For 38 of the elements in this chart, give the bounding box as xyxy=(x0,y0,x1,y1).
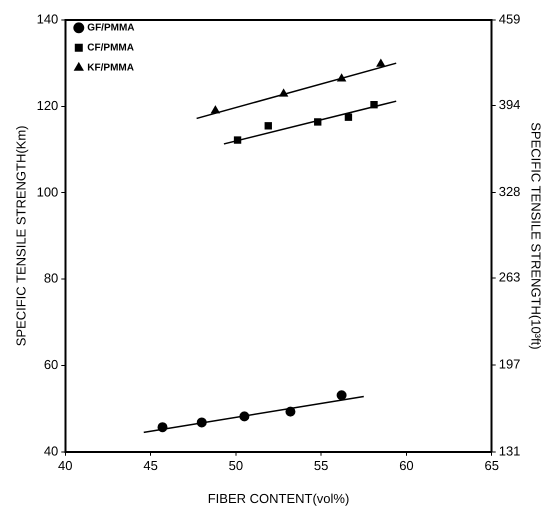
y-axis-title: SPECIFIC TENSILE STRENGTH(Km) xyxy=(13,126,28,346)
point xyxy=(158,422,168,432)
point xyxy=(285,406,296,417)
x-axis-title: FIBER CONTENT(vol%) xyxy=(208,490,350,506)
x-tick-label: 65 xyxy=(484,458,499,474)
x-tick-label: 50 xyxy=(228,458,244,474)
y-tick-label: 140 xyxy=(36,12,58,27)
x-tick-label: 60 xyxy=(399,458,414,474)
point xyxy=(210,106,220,114)
y2-tick-label: 459 xyxy=(498,12,520,27)
point xyxy=(370,100,378,108)
y-tick-label: 100 xyxy=(36,184,58,200)
y-tick-label: 60 xyxy=(44,357,58,372)
legend-label: CF/PMMA xyxy=(87,42,134,54)
y2-tick-label: 394 xyxy=(498,97,520,112)
y-tick-label: 120 xyxy=(36,98,58,113)
point xyxy=(279,88,288,97)
y2-tick-label: 131 xyxy=(498,443,520,458)
point xyxy=(337,74,346,82)
legend-label: GF/PMMA xyxy=(87,22,135,34)
y2-axis-title: SPECIFIC TENSILE STRENGTH(10³ft) xyxy=(528,122,544,350)
point xyxy=(239,411,250,422)
y-tick-label: 80 xyxy=(44,270,58,286)
x-tick-label: 45 xyxy=(143,458,158,474)
y-tick-label: 40 xyxy=(44,443,58,458)
point xyxy=(314,118,322,126)
x-tick-label: 40 xyxy=(58,458,73,474)
y2-tick-label: 328 xyxy=(498,184,520,200)
point xyxy=(344,113,352,121)
legend-label: KF/PMMA xyxy=(87,62,134,74)
y2-tick-label: 197 xyxy=(498,356,520,372)
point xyxy=(234,136,242,144)
point xyxy=(336,390,347,400)
point xyxy=(264,122,272,130)
x-tick-label: 55 xyxy=(314,458,328,474)
point xyxy=(196,417,207,428)
y2-tick-label: 263 xyxy=(498,270,520,285)
point xyxy=(376,59,386,67)
